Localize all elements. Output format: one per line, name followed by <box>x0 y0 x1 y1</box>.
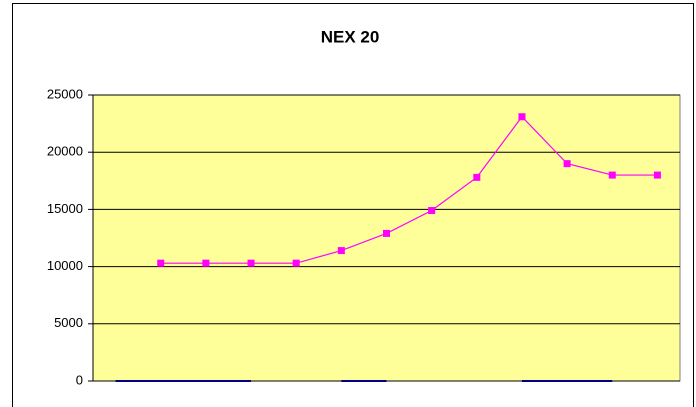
marker <box>337 247 345 255</box>
y-tick-label: 20000 <box>47 144 83 159</box>
plot-area <box>92 94 681 382</box>
marker <box>608 171 616 179</box>
series-line <box>160 115 658 264</box>
y-tick-label: 5000 <box>54 315 83 330</box>
y-tick-label: 10000 <box>47 258 83 273</box>
marker <box>292 259 300 267</box>
marker <box>428 207 436 215</box>
marker <box>247 259 255 267</box>
y-tick-label: 25000 <box>47 86 83 101</box>
marker <box>202 259 210 267</box>
marker <box>157 259 165 267</box>
y-tick-label: 15000 <box>47 201 83 216</box>
marker <box>383 229 390 237</box>
marker <box>563 160 571 168</box>
chart-title: NEX 20 <box>321 27 380 46</box>
marker <box>653 171 661 179</box>
marker <box>473 173 481 181</box>
y-tick-label: 0 <box>76 372 83 387</box>
marker <box>518 113 526 121</box>
